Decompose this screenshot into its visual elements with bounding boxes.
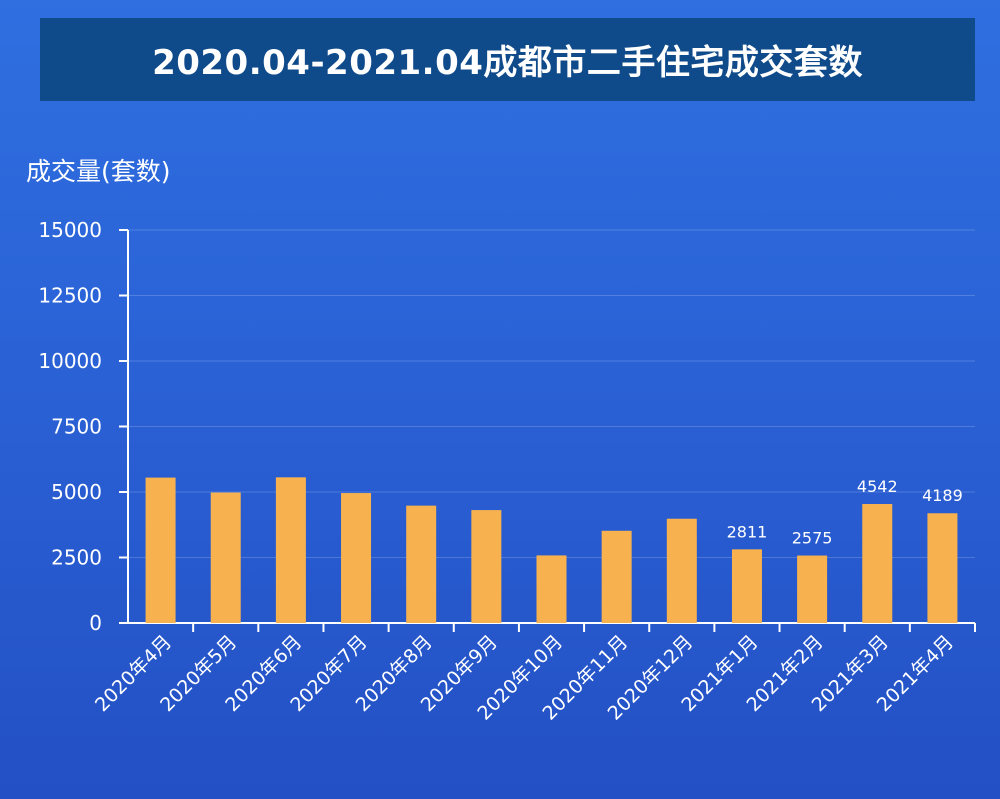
data-label: 2575 <box>792 529 833 548</box>
bar <box>666 518 697 623</box>
y-tick-label: 12500 <box>38 284 102 308</box>
y-axis-label: 成交量(套数) <box>26 157 171 186</box>
bar <box>862 503 893 623</box>
bar <box>145 477 176 623</box>
bar <box>536 555 567 623</box>
bar <box>341 493 372 623</box>
bar <box>210 492 241 623</box>
y-tick-label: 2500 <box>51 546 102 570</box>
data-label: 4189 <box>922 486 963 505</box>
bar <box>601 530 632 623</box>
y-tick-label: 10000 <box>38 349 102 373</box>
chart-title-bar: 2020.04-2021.04成都市二手住宅成交套数 <box>40 18 975 101</box>
bar <box>731 549 762 623</box>
data-label: 2811 <box>727 522 768 541</box>
bar <box>406 505 437 623</box>
y-tick-label: 7500 <box>51 415 102 439</box>
bar <box>275 477 306 623</box>
bar <box>927 513 958 623</box>
chart-title: 2020.04-2021.04成都市二手住宅成交套数 <box>152 43 863 83</box>
y-tick-label: 5000 <box>51 480 102 504</box>
bar <box>471 510 502 623</box>
y-tick-label: 15000 <box>38 218 102 242</box>
bar <box>797 555 828 623</box>
data-label: 4542 <box>857 477 898 496</box>
y-tick-label: 0 <box>89 611 102 635</box>
